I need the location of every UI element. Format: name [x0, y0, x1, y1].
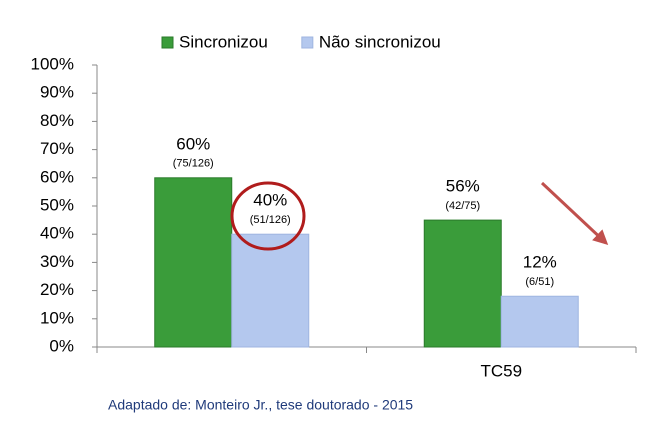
y-tick-label: 0%	[49, 336, 74, 355]
bar	[423, 219, 502, 348]
x-tick-label: TC59	[480, 361, 522, 380]
bar	[500, 295, 579, 348]
y-tick-label: 20%	[40, 280, 74, 299]
legend-swatch	[301, 36, 314, 49]
bar	[154, 177, 233, 348]
highlight-circle	[230, 181, 306, 251]
y-tick-label: 10%	[40, 308, 74, 327]
data-sublabel: (51/126)	[250, 214, 291, 226]
data-label: 40%	[253, 191, 287, 210]
legend-label: Sincronizou	[179, 32, 268, 51]
data-sublabel: (42/75)	[445, 200, 480, 212]
y-tick-label: 30%	[40, 252, 74, 271]
data-label: 12%	[523, 253, 557, 272]
trend-arrow	[540, 181, 609, 246]
y-tick-label: 80%	[40, 111, 74, 130]
y-tick-label: 70%	[40, 139, 74, 158]
bar	[231, 233, 310, 348]
data-sublabel: (6/51)	[525, 276, 554, 288]
y-tick-label: 40%	[40, 224, 74, 243]
data-label: 60%	[176, 134, 210, 153]
y-tick-label: 100%	[31, 54, 74, 73]
source-note: Adaptado de: Monteiro Jr., tese doutorad…	[108, 397, 413, 413]
y-tick-label: 60%	[40, 167, 74, 186]
y-tick-label: 50%	[40, 195, 74, 214]
data-label: 56%	[446, 177, 480, 196]
legend-label: Não sincronizou	[319, 32, 441, 51]
y-tick-label: 90%	[40, 83, 74, 102]
legend-swatch	[161, 36, 174, 49]
data-sublabel: (75/126)	[173, 158, 214, 170]
